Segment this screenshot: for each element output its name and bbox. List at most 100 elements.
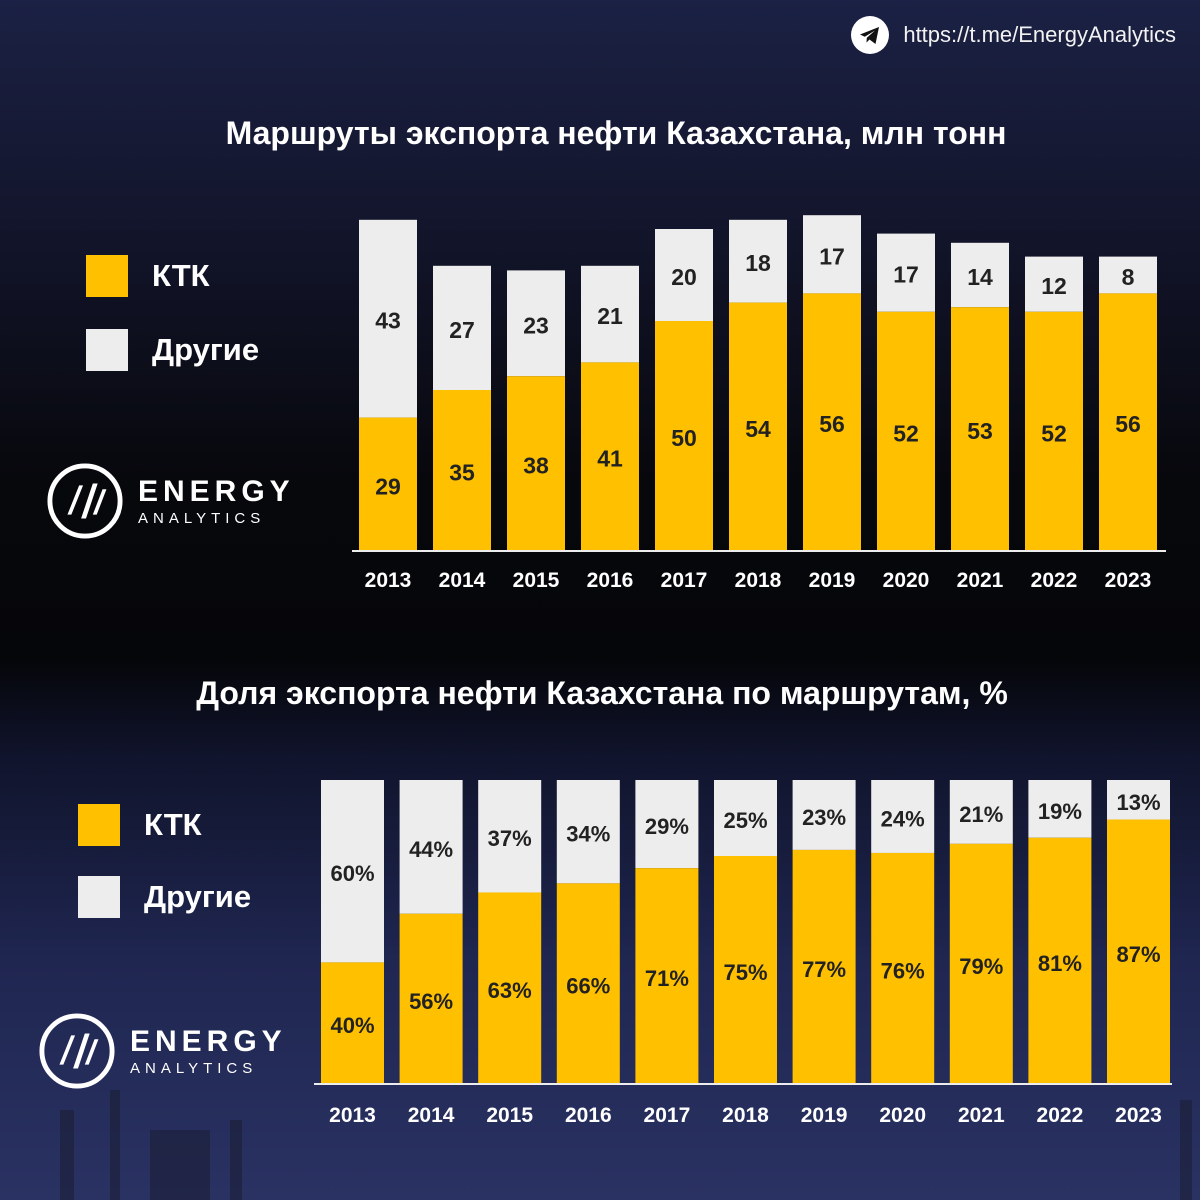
x-tick-label-2015: 2015 [486,1104,533,1127]
value-label-ktk-2020: 76% [881,958,925,983]
bar-other-2015 [507,270,565,377]
energy-analytics-logo: ENERGY ANALYTICS [46,462,295,540]
legend-item-other: Другие [86,329,259,371]
bar-ktk-2014 [433,390,491,551]
value-label-ktk-2013: 40% [330,1013,374,1038]
bar-other-2014 [399,780,463,914]
legend-label-other: Другие [152,332,260,367]
bar-ktk-2016 [556,883,620,1084]
legend-swatch-other-2 [78,876,120,918]
bar-other-2021 [951,242,1009,308]
telegram-link[interactable]: https://t.me/EnergyAnalytics [851,16,1176,54]
x-tick-label-2021: 2021 [957,569,1004,592]
bar-other-2014 [433,265,491,390]
x-tick-label-2018: 2018 [735,569,782,592]
bar-ktk-2015 [507,376,565,551]
value-label-ktk-2020: 52 [893,420,919,446]
bar-ktk-2016 [581,362,639,551]
x-tick-label-2023: 2023 [1115,1104,1162,1127]
x-tick-label-2017: 2017 [661,569,708,592]
bar-ktk-2018 [714,856,777,1084]
telegram-url[interactable]: https://t.me/EnergyAnalytics [903,22,1176,47]
value-label-ktk-2019: 77% [802,957,846,982]
value-label-other-2013: 43 [375,308,401,334]
bar-ktk-2013 [359,417,417,551]
value-label-ktk-2022: 81% [1038,951,1082,976]
x-tick-label-2021: 2021 [958,1104,1005,1127]
x-tick-label-2013: 2013 [329,1104,376,1127]
x-tick-label-2019: 2019 [801,1104,848,1127]
value-label-ktk-2023: 87% [1116,942,1160,967]
energy-analytics-logo-icon [47,463,123,539]
x-tick-label-2017: 2017 [644,1104,691,1127]
value-label-other-2014: 44% [409,837,453,862]
bar-other-2018 [714,780,777,856]
x-tick-label-2022: 2022 [1031,569,1078,592]
chart-2-title: Доля экспорта нефти Казахстана по маршру… [196,675,1008,711]
bar-other-2020 [871,780,935,853]
value-label-ktk-2017: 71% [645,966,689,991]
logo-text-analytics: ANALYTICS [138,509,266,527]
value-label-other-2023: 8 [1122,264,1135,290]
bar-ktk-2013 [321,962,384,1084]
value-label-other-2022: 19% [1038,799,1082,824]
bar-ktk-2023 [1107,819,1170,1084]
value-label-ktk-2021: 53 [967,418,993,444]
bar-other-2013 [359,219,417,418]
legend-swatch-ktk [86,255,128,297]
value-label-other-2019: 23% [802,805,846,830]
bar-other-2023 [1107,780,1170,820]
logo-text-energy: ENERGY [138,474,295,508]
value-label-other-2021: 14 [967,264,993,290]
bar-other-2019 [792,780,856,850]
value-label-ktk-2018: 75% [723,960,767,985]
bar-other-2017 [635,780,699,869]
bar-other-2023 [1099,256,1157,294]
x-tick-label-2014: 2014 [408,1104,455,1127]
bar-ktk-2020 [877,311,935,551]
legend-label-ktk-2: КТК [144,807,202,842]
value-label-other-2018: 25% [723,808,767,833]
value-label-other-2015: 23 [523,312,549,338]
x-tick-label-2018: 2018 [722,1104,769,1127]
legend-swatch-ktk-2 [78,804,120,846]
value-label-other-2017: 20 [671,264,697,290]
logo-text-analytics-2: ANALYTICS [130,1059,258,1077]
value-label-other-2020: 17 [893,262,919,288]
x-tick-label-2013: 2013 [365,569,412,592]
x-tick-label-2019: 2019 [809,569,856,592]
bar-other-2020 [877,233,935,312]
x-tick-label-2022: 2022 [1037,1104,1084,1127]
value-label-other-2017: 29% [645,814,689,839]
value-label-other-2021: 21% [959,802,1003,827]
bar-ktk-2017 [635,868,699,1084]
legend-item-ktk-2: КТК [78,804,202,846]
value-label-other-2016: 21 [597,303,623,329]
bar-other-2021 [949,780,1013,844]
bar-other-2016 [581,265,639,363]
bar-other-2013 [321,780,384,963]
chart-1-plot: 2943201335272014382320154121201650202017… [352,215,1166,592]
value-label-ktk-2016: 66% [566,974,610,999]
chart-1-title: Маршруты экспорта нефти Казахстана, млн … [225,115,1007,151]
bar-other-2022 [1028,780,1092,838]
value-label-other-2020: 24% [881,806,925,831]
legend-label-ktk: КТК [152,258,210,293]
legend-item-other-2: Другие [78,876,251,918]
value-label-ktk-2018: 54 [745,416,771,442]
bar-other-2018 [729,219,787,303]
bar-ktk-2022 [1028,837,1092,1084]
bar-ktk-2023 [1099,293,1157,551]
bar-ktk-2019 [792,849,856,1084]
legend-item-ktk: КТК [86,255,210,297]
x-tick-label-2014: 2014 [439,569,486,592]
bar-ktk-2018 [729,302,787,551]
bar-ktk-2020 [871,852,935,1084]
legend-label-other-2: Другие [144,879,252,914]
logo-text-energy-2: ENERGY [130,1024,287,1058]
value-label-ktk-2023: 56 [1115,411,1141,437]
bar-ktk-2017 [655,321,713,551]
value-label-other-2014: 27 [449,317,475,343]
value-label-ktk-2014: 56% [409,989,453,1014]
